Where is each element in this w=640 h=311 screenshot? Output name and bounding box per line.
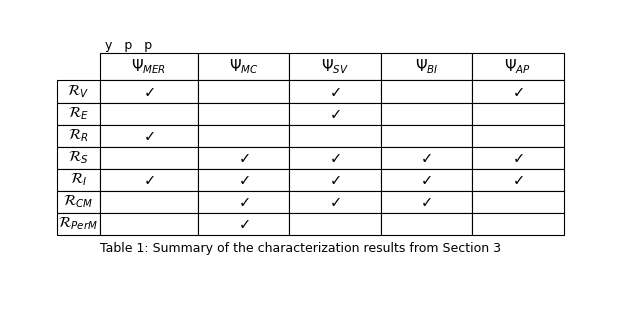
- Text: y   p   p: y p p: [105, 39, 152, 52]
- Text: Table 1: Summary of the characterization results from Section 3: Table 1: Summary of the characterization…: [100, 242, 501, 255]
